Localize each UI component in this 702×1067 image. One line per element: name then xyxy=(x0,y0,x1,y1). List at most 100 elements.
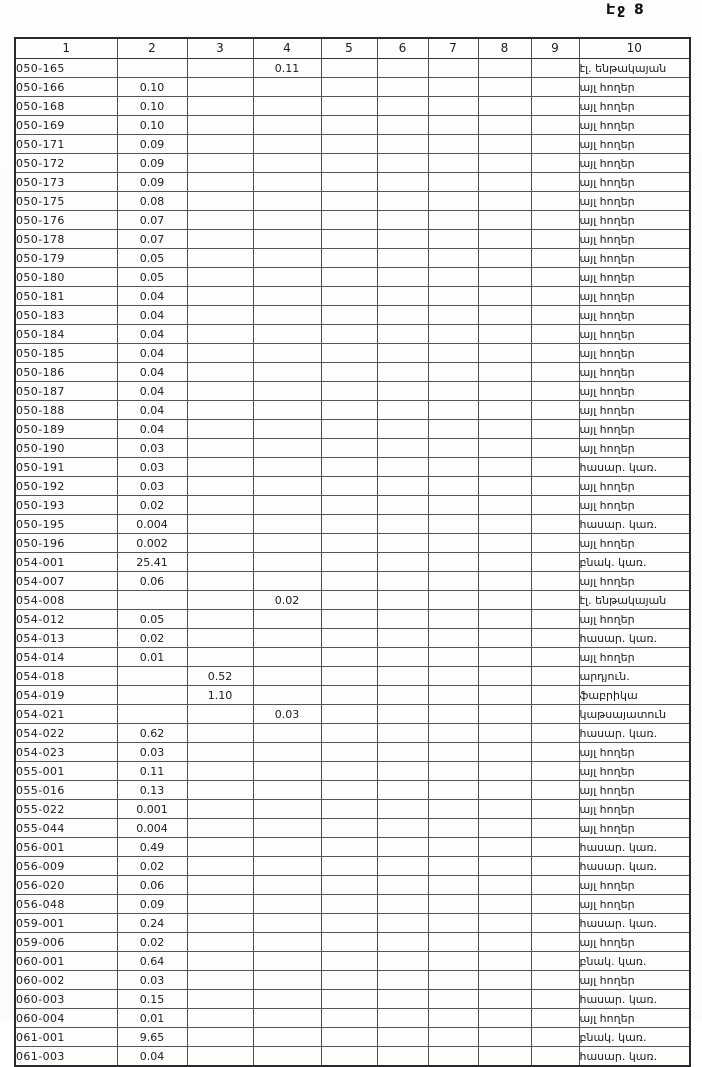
cell-col7 xyxy=(427,324,479,344)
cell-col3 xyxy=(186,77,254,97)
cell-col2: 0.06 xyxy=(116,571,188,591)
cell-col8 xyxy=(477,115,532,135)
table-row: 055-044 0.004 այլ հողեր xyxy=(14,818,691,838)
cell-code: 050-196 xyxy=(14,533,118,553)
table-row: 054-019 1.10 ֆաբրիկա xyxy=(14,685,691,705)
cell-landuse: հասար. կառ. xyxy=(578,837,691,857)
cell-col9 xyxy=(530,875,580,895)
table-row: 055-016 0.13 այլ հողեր xyxy=(14,780,691,800)
cell-col8 xyxy=(477,77,532,97)
cell-code: 060-004 xyxy=(14,1008,118,1028)
column-header-col7: 7 xyxy=(427,37,479,59)
cell-col2: 0.04 xyxy=(116,400,188,420)
table-row: 050-183 0.04 այլ հողեր xyxy=(14,305,691,325)
table-row: 050-184 0.04 այլ հողեր xyxy=(14,324,691,344)
cell-col3 xyxy=(186,875,254,895)
cell-col8 xyxy=(477,628,532,648)
cell-landuse: կաթսայատուն xyxy=(578,704,691,724)
cell-col2: 0.09 xyxy=(116,153,188,173)
cell-landuse: հասար. կառ. xyxy=(578,514,691,534)
cell-landuse: հասար. կառ. xyxy=(578,457,691,477)
cell-col3 xyxy=(186,286,254,306)
cell-landuse: այլ հողեր xyxy=(578,191,691,211)
cell-col8 xyxy=(477,666,532,686)
cell-col2: 0.02 xyxy=(116,628,188,648)
cell-code: 050-173 xyxy=(14,172,118,192)
cell-col3 xyxy=(186,381,254,401)
cell-col8 xyxy=(477,419,532,439)
cell-col4 xyxy=(252,77,322,97)
cell-col7 xyxy=(427,951,479,971)
column-header-col9: 9 xyxy=(530,37,580,59)
cell-col6 xyxy=(376,780,429,800)
table-row: 054-008 0.02 էլ. ենթակայան xyxy=(14,590,691,610)
cell-col2: 9.65 xyxy=(116,1027,188,1047)
cell-code: 050-190 xyxy=(14,438,118,458)
cell-code: 050-186 xyxy=(14,362,118,382)
cell-col8 xyxy=(477,970,532,990)
cell-col7 xyxy=(427,818,479,838)
cell-col5 xyxy=(320,58,378,78)
cell-landuse: բնակ. կառ. xyxy=(578,951,691,971)
cell-col2: 0.04 xyxy=(116,343,188,363)
cell-col6 xyxy=(376,419,429,439)
cell-col7 xyxy=(427,837,479,857)
cell-col5 xyxy=(320,400,378,420)
cell-col7 xyxy=(427,210,479,230)
cell-col7 xyxy=(427,58,479,78)
cell-col8 xyxy=(477,1046,532,1067)
cell-col3 xyxy=(186,153,254,173)
cell-col5 xyxy=(320,286,378,306)
cell-col9 xyxy=(530,286,580,306)
cell-col4 xyxy=(252,932,322,952)
cell-code: 056-020 xyxy=(14,875,118,895)
cell-col2: 0.05 xyxy=(116,267,188,287)
cell-col6 xyxy=(376,286,429,306)
table-row: 056-048 0.09 այլ հողեր xyxy=(14,894,691,914)
cell-col6 xyxy=(376,894,429,914)
cell-col6 xyxy=(376,875,429,895)
cell-col3 xyxy=(186,514,254,534)
cell-col9 xyxy=(530,970,580,990)
cell-col9 xyxy=(530,609,580,629)
cell-col8 xyxy=(477,742,532,762)
cell-col5 xyxy=(320,856,378,876)
cell-col9 xyxy=(530,932,580,952)
cell-col3 xyxy=(186,856,254,876)
table-row: 061-003 0.04 հասար. կառ. xyxy=(14,1046,691,1067)
cell-col3 xyxy=(186,989,254,1009)
cell-col8 xyxy=(477,685,532,705)
cell-col9 xyxy=(530,210,580,230)
cell-col3 xyxy=(186,172,254,192)
table-row: 056-009 0.02 հասար. կառ. xyxy=(14,856,691,876)
cell-col8 xyxy=(477,229,532,249)
cell-landuse: այլ հողեր xyxy=(578,115,691,135)
cell-col3 xyxy=(186,1027,254,1047)
cell-col7 xyxy=(427,476,479,496)
cell-col5 xyxy=(320,305,378,325)
cell-landuse: այլ հողեր xyxy=(578,495,691,515)
cell-landuse: այլ հողեր xyxy=(578,400,691,420)
cell-col9 xyxy=(530,818,580,838)
table-row: 050-168 0.10 այլ հողեր xyxy=(14,96,691,116)
cell-col7 xyxy=(427,267,479,287)
cell-col4 xyxy=(252,913,322,933)
cell-col5 xyxy=(320,571,378,591)
cell-col9 xyxy=(530,951,580,971)
column-header-col8: 8 xyxy=(477,37,532,59)
cell-col5 xyxy=(320,799,378,819)
cell-col6 xyxy=(376,742,429,762)
cell-code: 050-184 xyxy=(14,324,118,344)
cell-col4 xyxy=(252,875,322,895)
cell-landuse: այլ հողեր xyxy=(578,343,691,363)
cell-col3 xyxy=(186,96,254,116)
cell-col9 xyxy=(530,647,580,667)
table-row: 050-191 0.03 հասար. կառ. xyxy=(14,457,691,477)
cell-col7 xyxy=(427,134,479,154)
cell-col6 xyxy=(376,362,429,382)
cell-col4 xyxy=(252,305,322,325)
cell-col5 xyxy=(320,77,378,97)
cell-col5 xyxy=(320,590,378,610)
cell-col3 xyxy=(186,58,254,78)
table-row: 060-002 0.03 այլ հողեր xyxy=(14,970,691,990)
